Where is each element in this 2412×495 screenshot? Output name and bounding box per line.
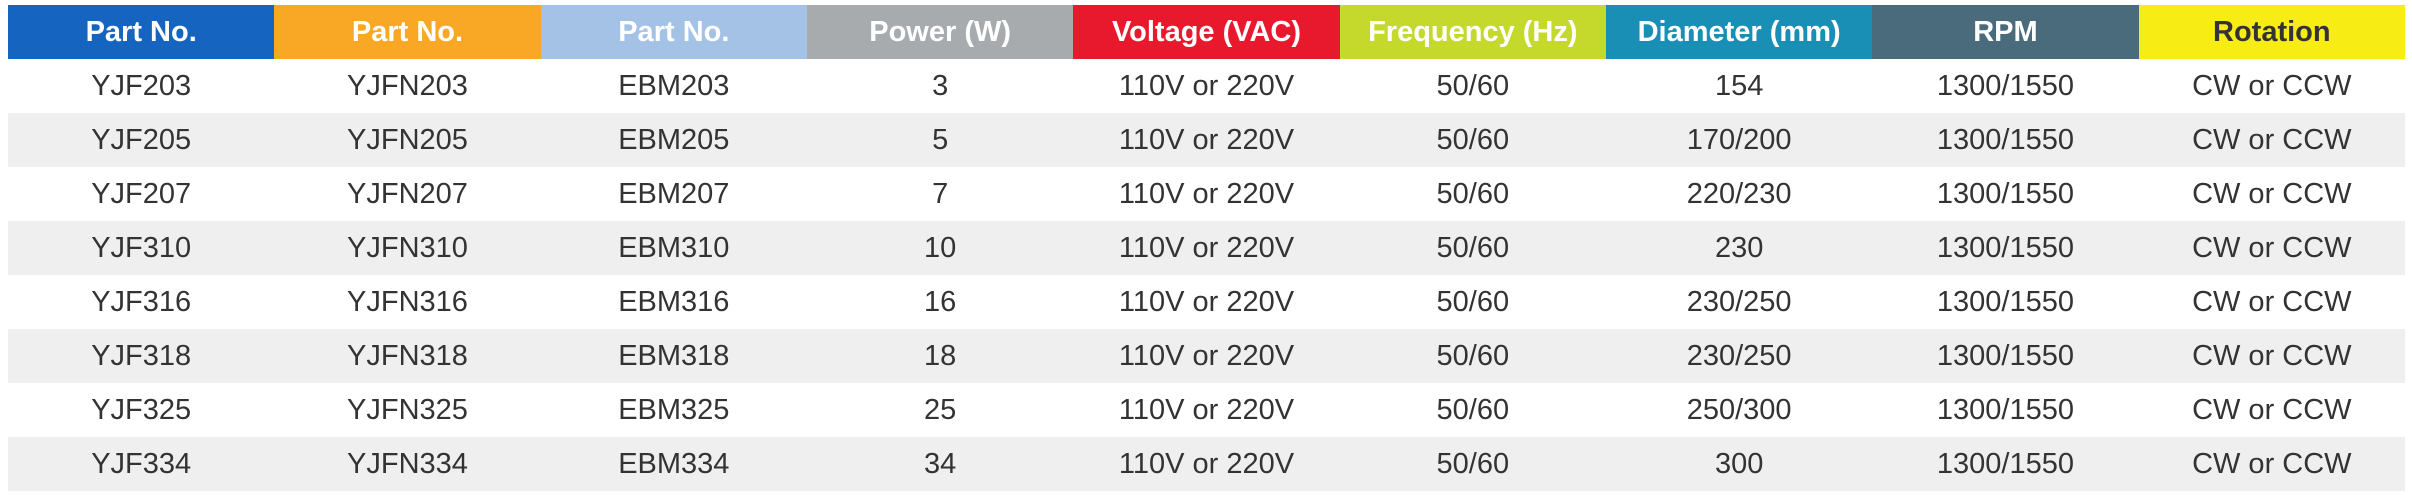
table-cell: YJF325	[8, 383, 275, 437]
table-cell: 110V or 220V	[1073, 113, 1340, 167]
table-cell: 110V or 220V	[1073, 383, 1340, 437]
table-row: YJF325 YJFN325 EBM325 25 110V or 220V 50/60 25…	[8, 383, 2405, 437]
table-cell: YJFN205	[274, 113, 541, 167]
table-cell: 7	[806, 167, 1074, 221]
table-cell: CW or CCW	[2138, 437, 2405, 491]
table-cell: 1300/1550	[1872, 329, 2139, 383]
table-cell: 18	[806, 329, 1074, 383]
table-cell: YJF207	[8, 167, 275, 221]
table-cell: CW or CCW	[2138, 221, 2405, 275]
table-cell: YJFN334	[274, 437, 541, 491]
table-cell: 1300/1550	[1872, 113, 2139, 167]
table-cell: YJF334	[8, 437, 275, 491]
header-cell: Power (W)	[806, 5, 1074, 59]
header-cell: Part No.	[274, 5, 541, 59]
header-cell: Part No.	[540, 5, 807, 59]
table-cell: EBM318	[540, 329, 807, 383]
table-cell: YJFN310	[274, 221, 541, 275]
table-cell: 170/200	[1605, 113, 1873, 167]
table-cell: 50/60	[1339, 167, 1606, 221]
table-cell: 16	[806, 275, 1074, 329]
header-cell: Frequency (Hz)	[1339, 5, 1606, 59]
table-cell: 110V or 220V	[1073, 167, 1340, 221]
table-cell: CW or CCW	[2138, 113, 2405, 167]
table-cell: YJF310	[8, 221, 275, 275]
table-cell: 300	[1605, 437, 1873, 491]
table-cell: 230/250	[1605, 329, 1873, 383]
table-cell: 50/60	[1339, 383, 1606, 437]
table-cell: 154	[1605, 59, 1873, 113]
table-cell: 10	[806, 221, 1074, 275]
table-cell: YJF203	[8, 59, 275, 113]
header-row: Part No. Part No. Part No. Power (W) Voltage…	[8, 5, 2405, 59]
table-cell: 1300/1550	[1872, 167, 2139, 221]
table-cell: YJFN316	[274, 275, 541, 329]
table-row: YJF316 YJFN316 EBM316 16 110V or 220V 50/60 23…	[8, 275, 2405, 329]
table-cell: 110V or 220V	[1073, 329, 1340, 383]
table-cell: EBM316	[540, 275, 807, 329]
table-cell: 110V or 220V	[1073, 59, 1340, 113]
header-cell: Voltage (VAC)	[1073, 5, 1340, 59]
table-cell: 50/60	[1339, 59, 1606, 113]
table-cell: 250/300	[1605, 383, 1873, 437]
table-cell: 1300/1550	[1872, 275, 2139, 329]
table-cell: EBM325	[540, 383, 807, 437]
table-cell: YJF318	[8, 329, 275, 383]
table-row: YJF203 YJFN203 EBM203 3 110V or 220V 50/60 154…	[8, 59, 2405, 113]
table-cell: 50/60	[1339, 113, 1606, 167]
table-cell: 5	[806, 113, 1074, 167]
table-cell: 3	[806, 59, 1074, 113]
table-cell: YJF205	[8, 113, 275, 167]
table-row: YJF207 YJFN207 EBM207 7 110V or 220V 50/60 220…	[8, 167, 2405, 221]
spec-table: Part No. Part No. Part No. Power (W) Voltage…	[8, 5, 2405, 491]
table-cell: YJF316	[8, 275, 275, 329]
table-cell: CW or CCW	[2138, 329, 2405, 383]
table-cell: 110V or 220V	[1073, 275, 1340, 329]
table-cell: 1300/1550	[1872, 59, 2139, 113]
table-cell: 1300/1550	[1872, 437, 2139, 491]
table-cell: 34	[806, 437, 1074, 491]
table-cell: CW or CCW	[2138, 383, 2405, 437]
table-cell: 230/250	[1605, 275, 1873, 329]
table-cell: 110V or 220V	[1073, 437, 1340, 491]
table-cell: CW or CCW	[2138, 275, 2405, 329]
table-cell: 1300/1550	[1872, 383, 2139, 437]
table-cell: 50/60	[1339, 275, 1606, 329]
table-cell: 50/60	[1339, 221, 1606, 275]
table-row: YJF205 YJFN205 EBM205 5 110V or 220V 50/60 170…	[8, 113, 2405, 167]
table-body: YJF203 YJFN203 EBM203 3 110V or 220V 50/60 154…	[8, 59, 2405, 491]
table-cell: EBM203	[540, 59, 807, 113]
table-cell: 50/60	[1339, 329, 1606, 383]
table-cell: YJFN325	[274, 383, 541, 437]
table-cell: 230	[1605, 221, 1873, 275]
table-cell: 110V or 220V	[1073, 221, 1340, 275]
header-cell: Diameter (mm)	[1605, 5, 1873, 59]
table-cell: EBM334	[540, 437, 807, 491]
header-cell: Rotation	[2138, 5, 2405, 59]
header-cell: Part No.	[8, 5, 275, 59]
table-cell: EBM207	[540, 167, 807, 221]
table-row: YJF318 YJFN318 EBM318 18 110V or 220V 50/60 23…	[8, 329, 2405, 383]
table-row: YJF310 YJFN310 EBM310 10 110V or 220V 50/60 23…	[8, 221, 2405, 275]
table-cell: 1300/1550	[1872, 221, 2139, 275]
header-cell: RPM	[1872, 5, 2139, 59]
table-cell: EBM310	[540, 221, 807, 275]
table-cell: YJFN207	[274, 167, 541, 221]
table-cell: YJFN318	[274, 329, 541, 383]
table-cell: 50/60	[1339, 437, 1606, 491]
table-cell: 220/230	[1605, 167, 1873, 221]
table-cell: CW or CCW	[2138, 59, 2405, 113]
table-row: YJF334 YJFN334 EBM334 34 110V or 220V 50/60 30…	[8, 437, 2405, 491]
table-cell: YJFN203	[274, 59, 541, 113]
table-cell: 25	[806, 383, 1074, 437]
table-cell: CW or CCW	[2138, 167, 2405, 221]
table-cell: EBM205	[540, 113, 807, 167]
